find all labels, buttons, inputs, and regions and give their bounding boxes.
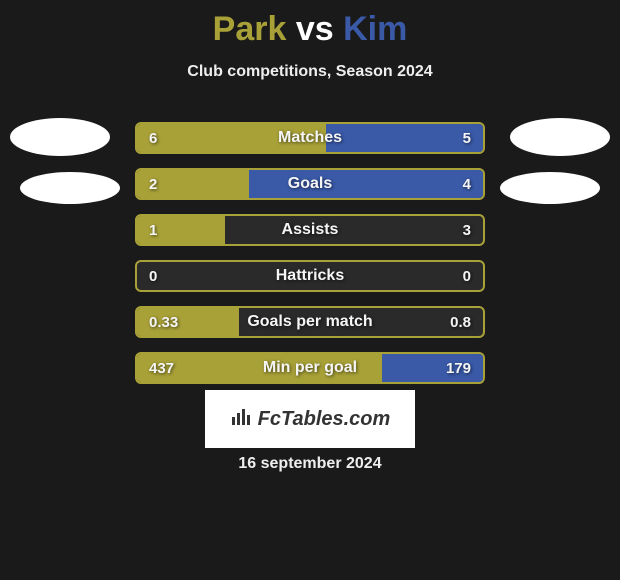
stat-value-right: 0.8	[450, 308, 471, 336]
player1-name: Park	[213, 10, 287, 48]
fctables-logo[interactable]: FcTables.com	[205, 390, 415, 448]
stat-label: Goals	[137, 170, 483, 198]
stat-label: Hattricks	[137, 262, 483, 290]
logo-text: FcTables.com	[258, 408, 391, 431]
stat-row: 6Matches5	[135, 122, 485, 154]
stat-value-right: 4	[463, 170, 471, 198]
stat-label: Goals per match	[137, 308, 483, 336]
stat-label: Assists	[137, 216, 483, 244]
stat-value-right: 0	[463, 262, 471, 290]
player2-name: Kim	[343, 10, 407, 48]
subtitle: Club competitions, Season 2024	[0, 63, 620, 81]
stat-row: 2Goals4	[135, 168, 485, 200]
stat-row: 0Hattricks0	[135, 260, 485, 292]
stat-value-right: 5	[463, 124, 471, 152]
stat-label: Matches	[137, 124, 483, 152]
player2-avatar-top	[510, 118, 610, 156]
stat-value-right: 179	[446, 354, 471, 382]
stat-row: 0.33Goals per match0.8	[135, 306, 485, 338]
stat-row: 1Assists3	[135, 214, 485, 246]
stat-row: 437Min per goal179	[135, 352, 485, 384]
page-title: Park vs Kim	[0, 0, 620, 49]
stats-bars: 6Matches5 2Goals4 1Assists3 0Hattricks0 0.33…	[135, 122, 485, 398]
stat-label: Min per goal	[137, 354, 483, 382]
player2-avatar-bottom	[500, 172, 600, 204]
player1-avatar-top	[10, 118, 110, 156]
player1-avatar-bottom	[20, 172, 120, 204]
vs-text: vs	[296, 10, 334, 48]
date-text: 16 september 2024	[0, 455, 620, 473]
chart-icon	[230, 405, 252, 433]
stat-value-right: 3	[463, 216, 471, 244]
